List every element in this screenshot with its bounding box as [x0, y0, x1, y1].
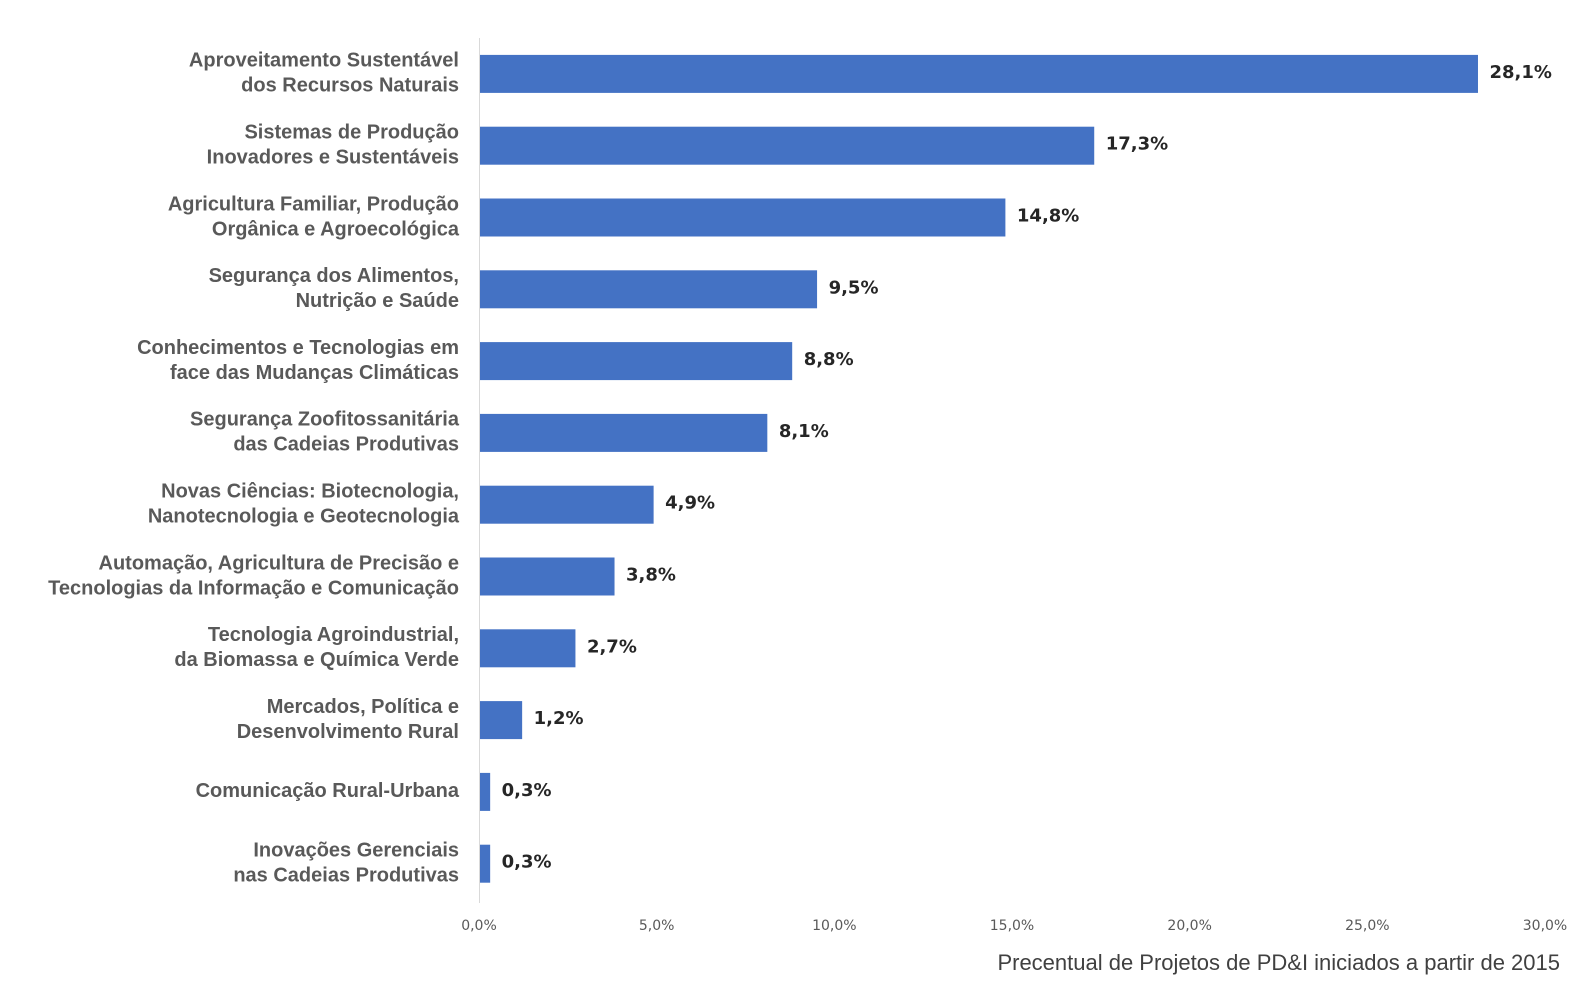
category-label: Segurança Zoofitossanitária das Cadeias P… [190, 409, 460, 456]
bar [479, 629, 576, 668]
value-label: 0,3% [502, 852, 552, 873]
value-label: 14,8% [1017, 206, 1079, 227]
value-label: 17,3% [1106, 134, 1168, 155]
value-label: 1,2% [534, 708, 584, 729]
bar [479, 772, 491, 811]
category-label: Agricultura Familiar, Produção Orgânica e… [168, 193, 460, 240]
category-label-line: Automação, Agricultura de Precisão e [99, 552, 459, 574]
bar [479, 485, 654, 524]
bar [479, 557, 615, 596]
category-label: Aproveitamento Sustentável dos Recursos N… [189, 50, 459, 97]
category-label-line: Conhecimentos e Tecnologias em [137, 337, 459, 359]
bar [479, 198, 1006, 237]
category-label-line: Inovações Gerenciais [253, 839, 459, 861]
x-tick-labels: 0,0% 5,0% 10,0% 15,0% 20,0% 25,0% 30,0% [461, 918, 1567, 934]
category-label-line: face das Mudanças Climáticas [170, 362, 459, 384]
x-tick-label: 15,0% [990, 918, 1034, 934]
category-label-line: Tecnologia Agroindustrial, [208, 624, 459, 646]
category-label-line: Nutrição e Saúde [296, 290, 459, 312]
category-label-line: Tecnologias da Informação e Comunicação [48, 577, 459, 599]
category-label-line: Inovadores e Sustentáveis [207, 146, 459, 168]
category-label-line: dos Recursos Naturais [241, 75, 459, 97]
category-label-line: Novas Ciências: Biotecnologia, [161, 480, 459, 502]
value-label: 28,1% [1489, 62, 1551, 83]
x-tick-label: 10,0% [812, 918, 856, 934]
value-label: 4,9% [665, 493, 715, 514]
category-label-line: Aproveitamento Sustentável [189, 50, 459, 72]
category-label-line: da Biomassa e Química Verde [174, 649, 459, 671]
category-label-line: Segurança dos Alimentos, [209, 265, 459, 287]
bar [479, 126, 1095, 165]
category-label-line: Desenvolvimento Rural [237, 721, 459, 743]
category-labels: Aproveitamento Sustentável dos Recursos N… [48, 50, 460, 887]
x-tick-label: 30,0% [1523, 918, 1567, 934]
category-label-line: Agricultura Familiar, Produção [168, 193, 459, 215]
bar [479, 413, 768, 452]
category-label: Inovações Gerenciais nas Cadeias Produtiv… [233, 839, 459, 886]
category-label-line: Comunicação Rural-Urbana [196, 780, 460, 802]
x-tick-label: 5,0% [639, 918, 675, 934]
value-label: 2,7% [587, 636, 637, 657]
x-tick-label: 20,0% [1167, 918, 1211, 934]
category-label-line: Mercados, Política e [267, 696, 459, 718]
category-label-line: Nanotecnologia e Geotecnologia [148, 505, 460, 527]
bar [479, 701, 523, 740]
value-labels: 28,1% 17,3% 14,8% 9,5% 8,8% 8,1% 4,9% 3,8% 2,7% 1… [502, 62, 1552, 873]
value-label: 3,8% [626, 565, 676, 586]
category-label: Sistemas de Produção Inovadores e Sustent… [207, 121, 459, 168]
category-label-line: das Cadeias Produtivas [233, 434, 459, 456]
value-label: 0,3% [502, 780, 552, 801]
value-label: 9,5% [829, 277, 879, 298]
category-label: Automação, Agricultura de Precisão e Tecn… [48, 552, 459, 599]
category-label: Segurança dos Alimentos, Nutrição e Saúde [209, 265, 459, 312]
category-label-line: Sistemas de Produção [244, 121, 459, 143]
bars [479, 54, 1478, 883]
x-tick-label: 25,0% [1345, 918, 1389, 934]
category-label: Novas Ciências: Biotecnologia, Nanotecnol… [148, 480, 460, 527]
category-label: Tecnologia Agroindustrial, da Biomassa e … [174, 624, 459, 671]
bar [479, 270, 818, 309]
category-label: Conhecimentos e Tecnologias em face das M… [137, 337, 459, 384]
category-label-line: nas Cadeias Produtivas [233, 864, 459, 886]
category-label-line: Segurança Zoofitossanitária [190, 409, 460, 431]
bar [479, 342, 793, 381]
bar [479, 844, 491, 883]
x-axis-title: Precentual de Projetos de PD&I iniciados… [997, 950, 1560, 975]
category-label: Comunicação Rural-Urbana [196, 780, 460, 802]
bar [479, 54, 1478, 93]
category-label: Mercados, Política e Desenvolvimento Rura… [237, 696, 459, 743]
value-label: 8,8% [804, 349, 854, 370]
value-label: 8,1% [779, 421, 829, 442]
category-label-line: Orgânica e Agroecológica [212, 218, 460, 240]
x-tick-label: 0,0% [461, 918, 497, 934]
